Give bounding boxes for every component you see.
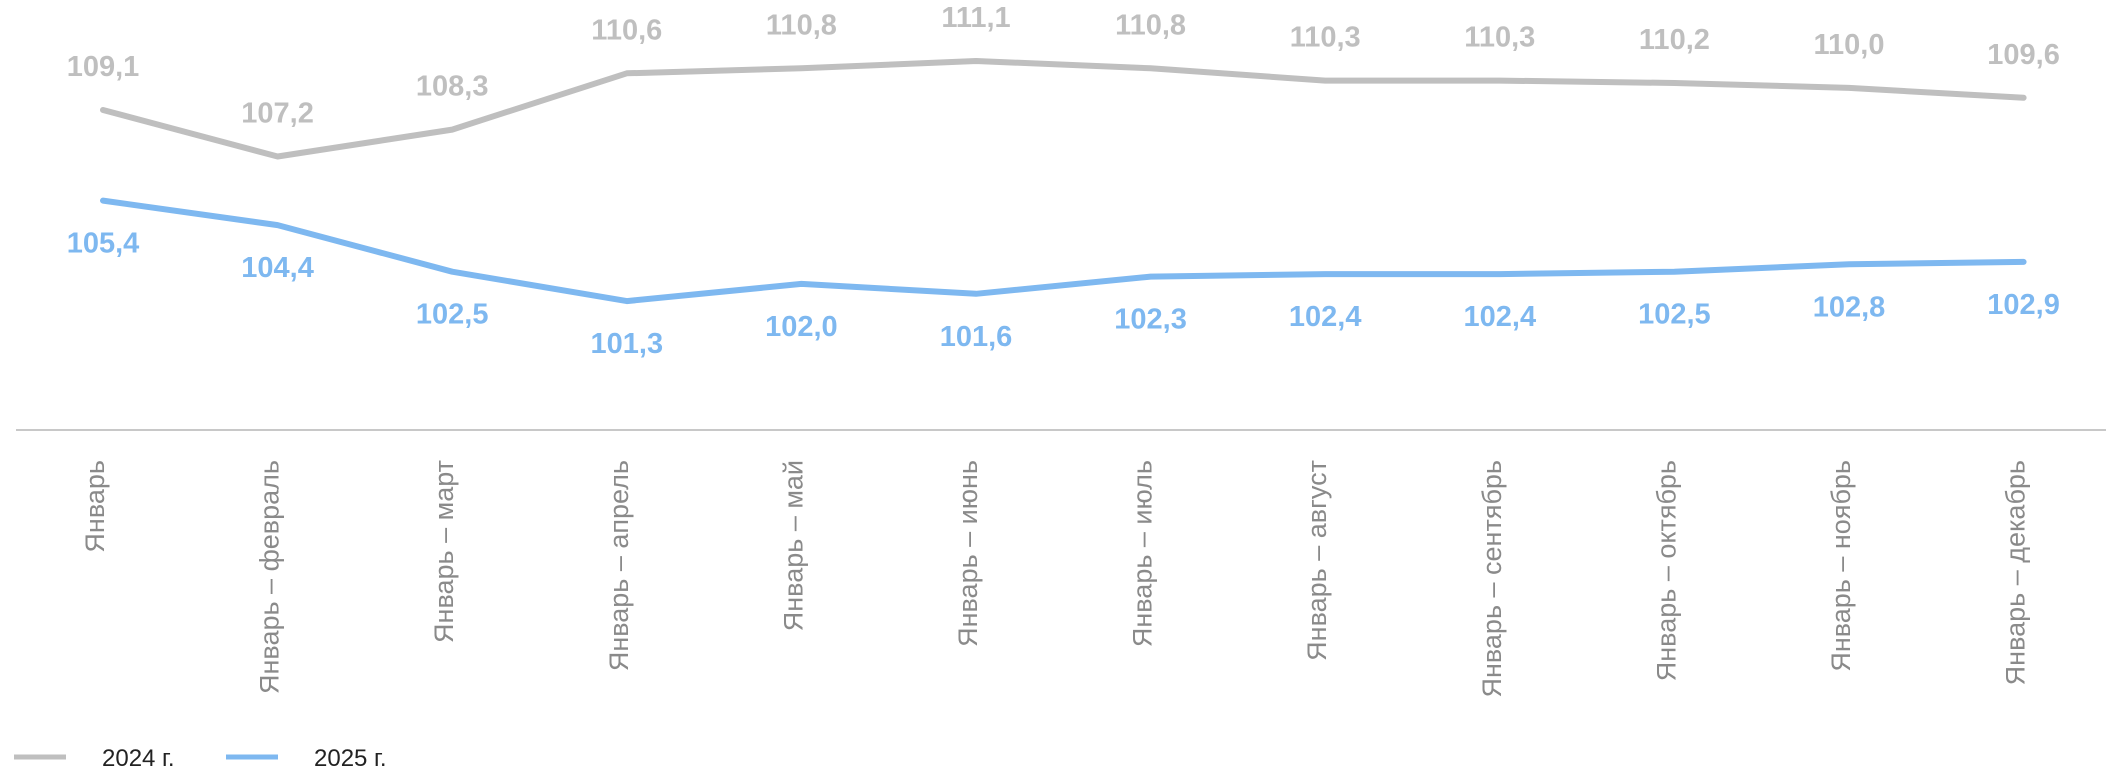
data-label: 101,3 — [591, 328, 664, 360]
data-label: 105,4 — [67, 228, 140, 260]
data-label: 110,3 — [1464, 22, 1535, 54]
data-label: 104,4 — [241, 252, 314, 284]
data-label: 101,6 — [940, 321, 1013, 353]
data-label: 102,5 — [1638, 299, 1711, 331]
data-label: 102,4 — [1464, 301, 1537, 333]
series-line-2 — [100, 197, 2027, 305]
x-tick-label: Январь – октябрь — [1651, 460, 1681, 681]
data-label: 102,5 — [416, 299, 489, 331]
x-tick-label: Январь — [80, 460, 110, 553]
data-label: 107,2 — [241, 98, 314, 130]
data-label: 102,8 — [1813, 291, 1886, 323]
data-label: 109,6 — [1987, 39, 2060, 71]
data-label: 102,0 — [765, 311, 838, 343]
legend: 2024 г. 2025 г. — [14, 745, 387, 769]
series-line-1 — [100, 58, 2027, 160]
data-label-layer: 109,1 107,2 108,3 110,6 110,8 111,1 110,8 110,3… — [67, 2, 2060, 360]
data-label: 110,8 — [766, 9, 837, 41]
data-label: 108,3 — [416, 71, 489, 103]
data-label: 102,3 — [1114, 304, 1187, 336]
x-tick-label: Январь – май — [778, 460, 808, 631]
x-tick-label: Январь – апрель — [604, 460, 634, 671]
legend-label: 2025 г. — [314, 745, 387, 769]
series-layer — [100, 58, 2027, 305]
legend-label: 2024 г. — [102, 745, 175, 769]
x-tick-label: Январь – июнь — [953, 460, 983, 647]
data-label: 102,4 — [1289, 301, 1362, 333]
data-label: 109,1 — [67, 51, 140, 83]
x-tick-label: Январь – декабрь — [2001, 460, 2031, 685]
data-label: 110,6 — [591, 14, 662, 46]
x-tick-label: Январь – март — [429, 460, 459, 643]
data-label: 110,3 — [1290, 22, 1361, 54]
data-label: 110,0 — [1814, 29, 1885, 61]
x-tick-label: Январь – февраль — [255, 460, 285, 694]
x-tick-label: Январь – июль — [1128, 460, 1158, 647]
x-tick-label: Январь – сентябрь — [1477, 460, 1507, 698]
data-label: 110,8 — [1115, 9, 1186, 41]
data-label: 111,1 — [941, 2, 1010, 34]
x-tick-label: Январь – август — [1302, 460, 1332, 661]
data-label: 102,9 — [1987, 289, 2060, 321]
data-label: 110,2 — [1639, 24, 1710, 56]
x-tick-layer: Январь Январь – февраль Январь – март Январ… — [80, 460, 2031, 698]
x-tick-label: Январь – ноябрь — [1826, 460, 1856, 672]
